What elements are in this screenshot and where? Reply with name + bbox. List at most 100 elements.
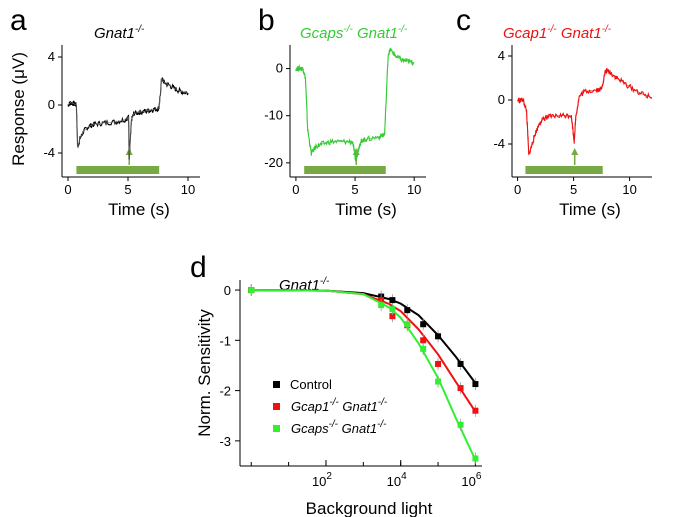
data-point xyxy=(472,455,479,462)
panel-title-sup: -/- xyxy=(547,24,557,35)
panel-a: 0 5 10 4 0 -4 Time (s) Gnat1-/-​ Response (μV) xyxy=(9,24,200,219)
panel-title-sup: -/- xyxy=(602,24,612,35)
panel-title-sup: -/- xyxy=(320,276,330,287)
panel-b: 0 5 10 0 -10 -20 Time (s) Gcaps-/-​ Gnat1-/-​ xyxy=(264,24,426,219)
panel-title-base: Gcaps xyxy=(300,25,344,42)
x-tick-label: 0 xyxy=(64,182,71,197)
x-tick-label: 10 xyxy=(407,182,421,197)
x-tick-label: 0 xyxy=(514,182,521,197)
x-tick-base: 10 xyxy=(461,474,475,489)
response-trace xyxy=(517,68,653,155)
panel-letter-c: c xyxy=(456,4,471,37)
x-axis-label: Background light xyxy=(306,499,433,517)
x-tick-label: 106 xyxy=(461,471,481,489)
x-tick-label: 10 xyxy=(181,182,195,197)
x-tick-label: 104 xyxy=(387,471,407,489)
panel-title-sup: -/- xyxy=(398,24,408,35)
y-tick-label: -4 xyxy=(493,136,505,151)
legend-label: Gcaps-/-​ Gnat1-/-​ xyxy=(291,419,387,436)
flash-arrowhead xyxy=(571,148,579,155)
data-point xyxy=(420,345,427,352)
data-point xyxy=(404,307,411,314)
x-axis-label: Time (s) xyxy=(559,200,621,219)
data-point xyxy=(457,360,464,367)
legend-marker xyxy=(273,425,280,432)
stimulus-bar xyxy=(525,166,603,174)
x-tick-exp: 6 xyxy=(476,471,482,482)
y-axis-label: Norm. Sensitivity xyxy=(195,309,214,437)
legend-label-base: Gnat1 xyxy=(338,421,377,436)
y-tick-label: 0 xyxy=(48,97,55,112)
x-tick-label: 5 xyxy=(351,182,358,197)
data-point xyxy=(389,297,396,304)
fit-line xyxy=(251,289,477,384)
panel-letter-b: b xyxy=(258,4,275,37)
data-point xyxy=(435,360,442,367)
y-tick-label: -20 xyxy=(264,155,283,170)
panel-title: Gnat1-/-​ xyxy=(94,24,145,42)
x-tick-base: 10 xyxy=(387,474,401,489)
data-point xyxy=(472,407,479,414)
panel-title-base: Gnat1 xyxy=(353,25,398,42)
x-tick-label: 10 xyxy=(622,182,636,197)
legend-marker xyxy=(273,403,280,410)
legend-label-sup: -/- xyxy=(377,419,387,430)
x-tick-label: 5 xyxy=(124,182,131,197)
fit-line xyxy=(251,289,477,461)
response-trace xyxy=(67,77,189,160)
y-tick-label: 0 xyxy=(498,92,505,107)
y-axis-label: Response (μV) xyxy=(9,52,28,166)
x-axis-label: Time (s) xyxy=(335,200,397,219)
response-trace xyxy=(295,47,415,162)
y-tick-label: -10 xyxy=(264,108,283,123)
y-tick-label: -3 xyxy=(219,434,231,449)
legend-label-base: Gnat1 xyxy=(339,399,378,414)
panel-c: 0 5 10 4 0 -4 Time (s) Gcap1-/-​ Gnat1-/-​ xyxy=(493,24,653,219)
y-tick-label: -1 xyxy=(219,333,231,348)
legend-label-sup: -/- xyxy=(329,419,339,430)
y-tick-label: 0 xyxy=(276,61,283,76)
panel-letter-a: a xyxy=(10,4,27,37)
y-tick-label: -2 xyxy=(219,384,231,399)
data-point xyxy=(457,421,464,428)
legend-label-sup: -/- xyxy=(329,397,339,408)
legend-label-sup: -/- xyxy=(378,397,388,408)
x-tick-label: 0 xyxy=(292,182,299,197)
panel-title-base: Gnat1 xyxy=(557,25,602,42)
x-tick-exp: 2 xyxy=(326,471,332,482)
data-point xyxy=(457,385,464,392)
legend-label: Control xyxy=(290,377,332,392)
panel-title-base: Gcap1 xyxy=(503,25,547,42)
x-tick-label: 102 xyxy=(312,471,332,489)
y-tick-label: 4 xyxy=(48,49,55,64)
x-tick-label: 5 xyxy=(570,182,577,197)
data-point xyxy=(435,378,442,385)
data-point xyxy=(420,337,427,344)
panel-title-base: Gnat1 xyxy=(94,25,135,42)
data-point xyxy=(420,321,427,328)
mean-trace xyxy=(517,69,653,156)
data-point xyxy=(378,302,385,309)
panel-title-sup: -/- xyxy=(135,24,145,35)
legend-label-base: Gcap1 xyxy=(291,399,329,414)
y-tick-label: 0 xyxy=(224,283,231,298)
legend-marker xyxy=(273,381,280,388)
mean-trace xyxy=(67,77,189,160)
data-point xyxy=(435,333,442,340)
data-point xyxy=(404,321,411,328)
mean-trace xyxy=(295,48,415,161)
x-tick-exp: 4 xyxy=(401,471,407,482)
y-tick-label: 4 xyxy=(498,48,505,63)
stimulus-bar xyxy=(304,166,386,174)
data-point xyxy=(248,287,255,294)
legend-label-base: Gcaps xyxy=(291,421,329,436)
x-tick-base: 10 xyxy=(312,474,326,489)
fit-line xyxy=(251,289,477,413)
panel-letter-d: d xyxy=(190,251,207,284)
stimulus-bar xyxy=(76,166,160,174)
panel-title: Gcaps-/-​ Gnat1-/-​ xyxy=(300,24,408,42)
panel-title-sup: -/- xyxy=(343,24,353,35)
data-point xyxy=(389,306,396,313)
